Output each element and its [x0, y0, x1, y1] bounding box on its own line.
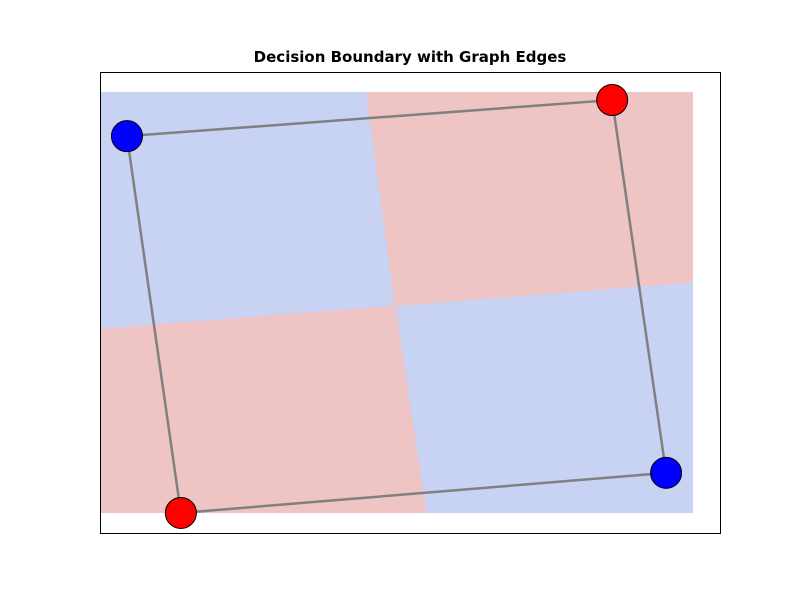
graph-edges — [125, 98, 668, 515]
graph-node-3 — [164, 496, 197, 529]
plot-frame — [100, 72, 721, 534]
graph-nodes — [110, 84, 683, 529]
graph-edge-0 — [126, 98, 613, 138]
graph-node-1 — [596, 84, 629, 117]
chart-title: Decision Boundary with Graph Edges — [253, 48, 567, 66]
graph-node-2 — [650, 456, 683, 489]
graph-edge-1 — [610, 99, 668, 474]
decision-region — [100, 92, 693, 514]
graph-edge-3 — [125, 135, 183, 514]
graph-node-0 — [110, 120, 143, 153]
graph-edge-2 — [180, 471, 667, 515]
